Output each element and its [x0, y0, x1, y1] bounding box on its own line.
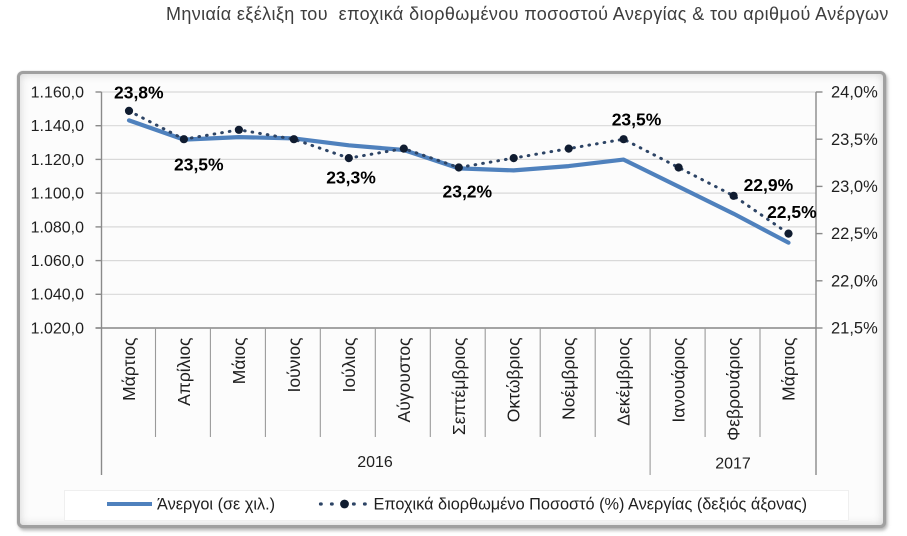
- svg-text:24,0%: 24,0%: [831, 84, 878, 102]
- svg-text:1.120,0: 1.120,0: [31, 152, 84, 169]
- svg-text:1.160,0: 1.160,0: [31, 84, 84, 101]
- svg-text:2017: 2017: [715, 456, 751, 473]
- svg-text:Ιούλιος: Ιούλιος: [339, 338, 359, 393]
- svg-text:Μάρτιος: Μάρτιος: [119, 338, 139, 401]
- svg-text:22,0%: 22,0%: [831, 272, 878, 290]
- svg-text:1.080,0: 1.080,0: [31, 219, 84, 236]
- svg-text:1.140,0: 1.140,0: [31, 118, 84, 135]
- svg-text:23,8%: 23,8%: [114, 83, 164, 103]
- svg-text:Δεκέμβριος: Δεκέμβριος: [614, 338, 634, 426]
- svg-text:23,5%: 23,5%: [174, 155, 224, 175]
- svg-text:Νοέμβριος: Νοέμβριος: [559, 338, 579, 420]
- svg-text:Οκτώβριος: Οκτώβριος: [504, 338, 524, 423]
- svg-text:1.100,0: 1.100,0: [31, 186, 84, 203]
- svg-text:Μάιος: Μάιος: [229, 338, 249, 385]
- svg-text:23,3%: 23,3%: [326, 168, 376, 188]
- svg-text:22,5%: 22,5%: [831, 225, 878, 243]
- svg-text:Απρίλιος: Απρίλιος: [174, 338, 194, 406]
- svg-text:Μάρτιος: Μάρτιος: [779, 338, 799, 401]
- svg-text:23,5%: 23,5%: [612, 110, 662, 130]
- svg-text:23,2%: 23,2%: [442, 182, 492, 202]
- svg-text:1.060,0: 1.060,0: [31, 253, 84, 270]
- svg-text:Ιανουάριος: Ιανουάριος: [669, 338, 689, 423]
- svg-text:Φεβρουάριος: Φεβρουάριος: [724, 338, 744, 441]
- svg-text:Άνεργοι (σε χιλ.): Άνεργοι (σε χιλ.): [157, 496, 275, 514]
- svg-text:1.040,0: 1.040,0: [31, 287, 84, 304]
- svg-text:22,5%: 22,5%: [767, 202, 817, 222]
- svg-text:Εποχικά διορθωμένο Ποσοστό (%): Εποχικά διορθωμένο Ποσοστό (%) Ανεργίας …: [374, 496, 808, 514]
- svg-text:Ιούνιος: Ιούνιος: [284, 338, 304, 393]
- svg-text:1.020,0: 1.020,0: [31, 320, 84, 337]
- svg-text:23,5%: 23,5%: [831, 131, 878, 149]
- svg-text:2016: 2016: [357, 454, 393, 471]
- svg-text:22,9%: 22,9%: [744, 175, 794, 195]
- svg-text:21,5%: 21,5%: [831, 320, 878, 338]
- svg-text:23,0%: 23,0%: [831, 178, 878, 196]
- svg-text:Αύγουστος: Αύγουστος: [394, 338, 414, 423]
- svg-text:Σεπτέμβριος: Σεπτέμβριος: [449, 338, 469, 436]
